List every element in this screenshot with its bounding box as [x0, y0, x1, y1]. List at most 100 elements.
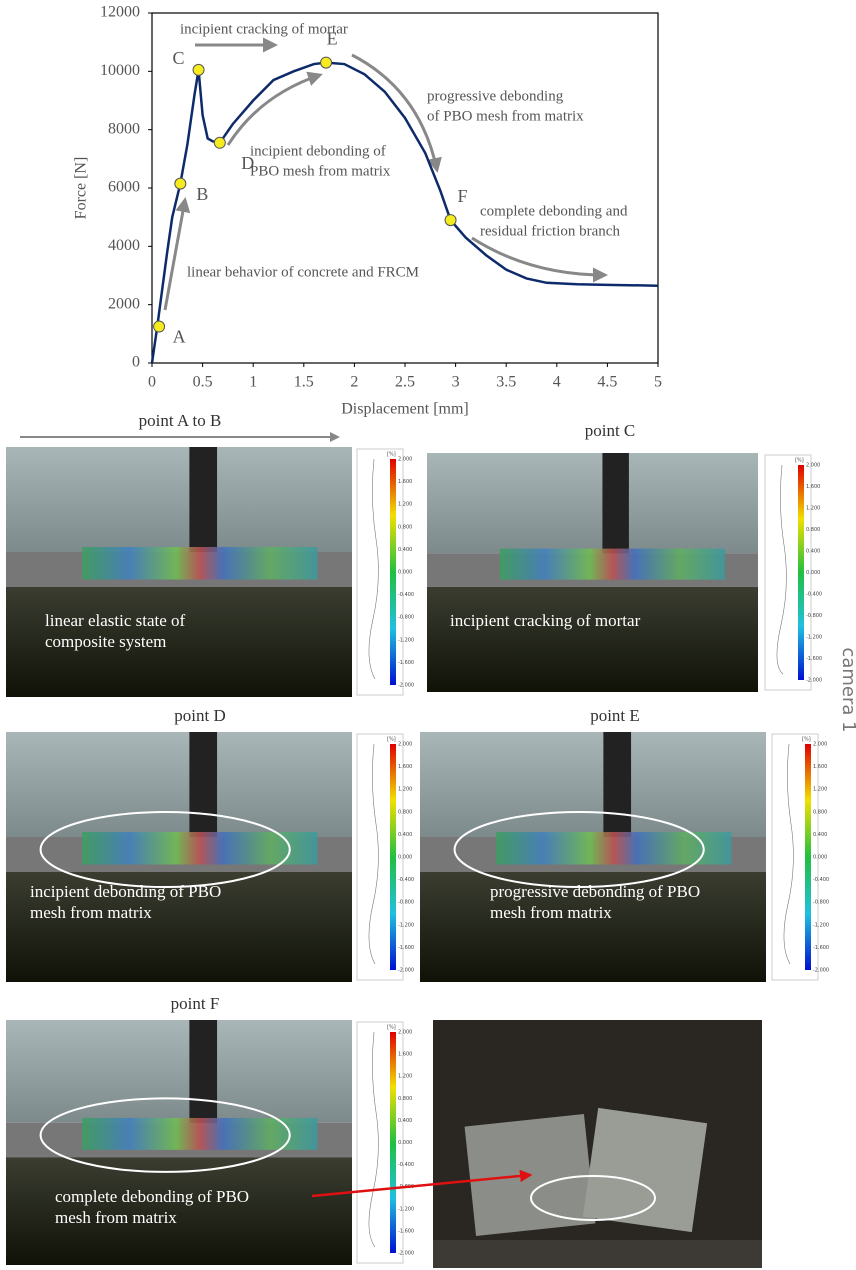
colorbar-label: 1.600 — [398, 764, 412, 770]
panel-caption: point F — [171, 994, 220, 1013]
x-tick-label: 2 — [350, 374, 358, 391]
colorbar-label: 2.000 — [398, 742, 412, 748]
colorbar-label: 0.800 — [806, 527, 820, 533]
colorbar-frame — [357, 449, 403, 695]
gap — [189, 447, 217, 552]
colorbar-label: 0.400 — [398, 547, 412, 553]
panel-text: linear elastic state of — [45, 611, 186, 630]
colorbar-label: -0.800 — [398, 615, 414, 621]
annotation: incipient cracking of mortar — [180, 21, 348, 37]
colorbar-label: 1.200 — [398, 1074, 412, 1080]
annotation-arrow — [228, 75, 320, 145]
x-tick-label: 4.5 — [597, 374, 617, 391]
panel-caption: point D — [174, 706, 225, 725]
colorbar — [805, 744, 811, 970]
colorbar-label: -2.000 — [398, 1251, 414, 1257]
point-marker — [154, 321, 165, 332]
photo-top — [6, 732, 352, 837]
point-label: B — [196, 184, 208, 204]
colorbar — [390, 744, 396, 970]
panel-text: progressive debonding of PBO — [490, 882, 700, 901]
photo-top — [6, 1020, 352, 1123]
point-label: C — [173, 48, 185, 68]
photo-base — [433, 1240, 762, 1268]
colorbar-label: 0.400 — [398, 1118, 412, 1124]
panel-caption: point C — [585, 421, 636, 440]
annotation: incipient debonding of — [250, 143, 386, 159]
dic-panel: [%]2.0001.6001.2000.8000.4000.000-0.400-… — [420, 706, 829, 982]
x-axis-label: Displacement [mm] — [341, 401, 469, 418]
dic-panel: [%]2.0001.6001.2000.8000.4000.000-0.400-… — [427, 421, 822, 692]
colorbar-label: 0.000 — [813, 855, 827, 861]
colorbar-label: 0.400 — [806, 549, 820, 555]
x-tick-label: 1 — [249, 374, 257, 391]
colorbar-label: 1.200 — [813, 787, 827, 793]
panel-caption: point A to B — [139, 411, 222, 430]
colorbar-label: 0.000 — [398, 570, 412, 576]
colorbar-label: 2.000 — [813, 742, 827, 748]
colorbar-label: -0.400 — [398, 592, 414, 598]
gap — [189, 732, 217, 837]
point-marker — [321, 57, 332, 68]
colorbar-unit: [%] — [387, 737, 396, 743]
x-tick-label: 0 — [148, 374, 156, 391]
x-tick-label: 5 — [654, 374, 662, 391]
colorbar-label: -0.800 — [398, 900, 414, 906]
y-tick-label: 12000 — [100, 4, 140, 21]
panel-text: mesh from matrix — [490, 903, 612, 922]
colorbar-label: -2.000 — [398, 683, 414, 689]
side-label: camera 1 — [838, 647, 856, 732]
annotation-arrow — [472, 238, 605, 275]
colorbar-label: -1.600 — [398, 660, 414, 666]
colorbar-label: 0.400 — [813, 832, 827, 838]
photo-top — [427, 453, 758, 553]
annotation: complete debonding and — [480, 203, 628, 219]
annotation: of PBO mesh from matrix — [427, 108, 584, 124]
colorbar-label: 0.400 — [398, 832, 412, 838]
x-tick-label: 1.5 — [294, 374, 314, 391]
colorbar-unit: [%] — [387, 1025, 396, 1031]
panel-text: mesh from matrix — [30, 903, 152, 922]
colorbar-label: -1.600 — [398, 945, 414, 951]
strain-strip — [82, 547, 317, 580]
colorbar-label: -1.600 — [813, 945, 829, 951]
colorbar-unit: [%] — [387, 452, 396, 458]
colorbar-frame — [765, 455, 811, 690]
figure: camera 1 00.511.522.533.544.550200040006… — [0, 0, 856, 1270]
colorbar-unit: [%] — [802, 737, 811, 743]
point-marker — [193, 64, 204, 75]
gap — [189, 1020, 217, 1123]
colorbar-label: -1.200 — [806, 635, 822, 641]
photo-top — [420, 732, 766, 837]
y-tick-label: 10000 — [100, 62, 140, 79]
x-tick-label: 3 — [452, 374, 460, 391]
y-tick-label: 8000 — [108, 120, 140, 137]
y-tick-label: 6000 — [108, 179, 140, 196]
point-label: E — [327, 29, 338, 49]
colorbar-frame — [357, 1022, 403, 1263]
colorbar-label: -1.200 — [813, 922, 829, 928]
dic-panel: [%]2.0001.6001.2000.8000.4000.000-0.400-… — [6, 994, 414, 1265]
annotation: linear behavior of concrete and FRCM — [187, 264, 419, 280]
colorbar — [390, 1032, 396, 1253]
colorbar-label: -1.600 — [806, 656, 822, 662]
colorbar-label: 1.200 — [806, 506, 820, 512]
colorbar-label: -2.000 — [398, 968, 414, 974]
panel-text: incipient debonding of PBO — [30, 882, 221, 901]
x-tick-label: 2.5 — [395, 374, 415, 391]
colorbar-label: 1.600 — [398, 479, 412, 485]
colorbar-label: 1.600 — [398, 1052, 412, 1058]
page: {"chart_data": {"type": "line", "x_label… — [0, 0, 856, 1270]
colorbar-frame — [772, 734, 818, 980]
colorbar-label: 2.000 — [806, 463, 820, 469]
colorbar-label: -2.000 — [813, 968, 829, 974]
colorbar-label: 0.800 — [398, 1096, 412, 1102]
colorbar-label: 1.600 — [813, 764, 827, 770]
colorbar-label: 1.600 — [806, 484, 820, 490]
panel-text: complete debonding of PBO — [55, 1187, 249, 1206]
colorbar-label: -0.800 — [806, 613, 822, 619]
x-tick-label: 3.5 — [496, 374, 516, 391]
colorbar — [390, 459, 396, 685]
point-marker — [175, 178, 186, 189]
colorbar-label: -0.800 — [813, 900, 829, 906]
